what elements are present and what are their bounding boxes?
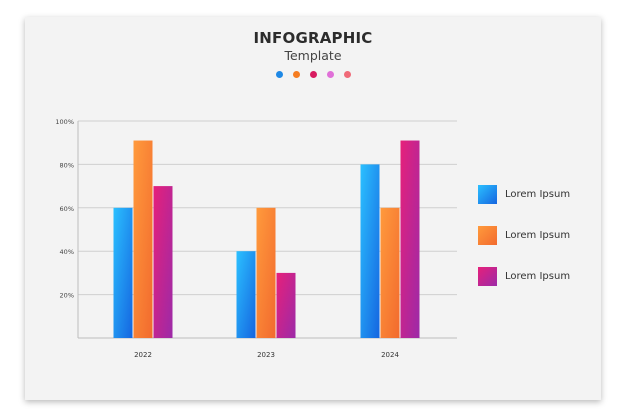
y-tick-label: 60% xyxy=(60,205,74,213)
bar-2024-series-2 xyxy=(380,207,400,338)
decorative-dots xyxy=(25,71,601,78)
y-tick-label: 40% xyxy=(60,248,74,256)
y-tick-labels: 20% 40% 60% 80% 100% xyxy=(55,118,74,300)
y-tick-label: 20% xyxy=(60,292,74,300)
legend-item-3: Lorem Ipsum xyxy=(478,266,570,286)
dot-4 xyxy=(326,71,334,78)
bar-2023-series-1 xyxy=(236,251,256,338)
legend-label-1: Lorem Ipsum xyxy=(505,188,571,200)
legend-label-2: Lorem Ipsum xyxy=(505,229,571,241)
bar-2023-series-3 xyxy=(276,272,296,338)
dot-3 xyxy=(309,71,317,78)
legend-item-1: Lorem Ipsum xyxy=(478,184,570,204)
bar-2023-series-2 xyxy=(256,207,276,338)
bar-2022-series-1 xyxy=(113,207,133,338)
bar-2024-series-1 xyxy=(360,164,380,338)
x-tick-label: 2022 xyxy=(134,351,152,359)
dot-2 xyxy=(292,71,300,78)
infographic-card: INFOGRAPHIC Template 20% 40% 60% 80% 100% 20… xyxy=(25,17,601,400)
x-tick-labels: 2022 2023 2024 xyxy=(134,351,399,359)
bar-chart: 20% 40% 60% 80% 100% 2022 2023 2024 xyxy=(55,118,457,359)
chart-title: INFOGRAPHIC xyxy=(253,29,373,47)
y-tick-label: 80% xyxy=(60,161,74,169)
legend-swatch-2 xyxy=(478,225,497,245)
bar-2024-series-3 xyxy=(400,140,420,338)
dot-5 xyxy=(343,71,351,78)
legend-label-3: Lorem Ipsum xyxy=(505,270,571,282)
legend-swatch-3 xyxy=(478,266,497,286)
bars xyxy=(113,140,420,338)
chart-subtitle: Template xyxy=(284,48,342,63)
legend-swatch-1 xyxy=(478,184,497,204)
legend: Lorem Ipsum Lorem Ipsum Lorem Ipsum xyxy=(478,184,570,307)
x-tick-label: 2024 xyxy=(381,351,399,359)
bar-2022-series-3 xyxy=(153,186,173,338)
bar-2022-series-2 xyxy=(133,140,153,338)
dot-1 xyxy=(275,71,283,78)
y-tick-label: 100% xyxy=(55,118,74,126)
x-tick-label: 2023 xyxy=(257,351,275,359)
legend-item-2: Lorem Ipsum xyxy=(478,225,570,245)
